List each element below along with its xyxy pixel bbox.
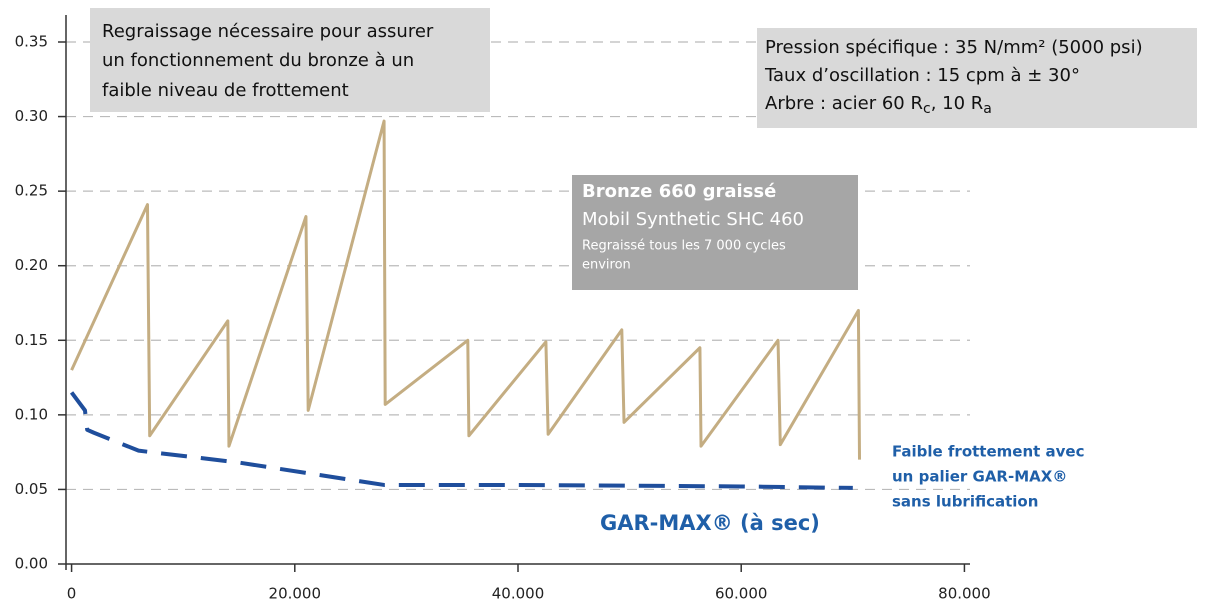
- conditions-box: [757, 28, 1197, 128]
- y-tick-label: 0.15: [15, 331, 48, 349]
- garmax-note: un palier GAR-MAX®: [892, 468, 1067, 486]
- y-tick-label: 0.30: [15, 107, 48, 125]
- garmax-note: sans lubrification: [892, 493, 1038, 511]
- bronze-title: Bronze 660 graissé: [582, 181, 776, 202]
- note-box: [90, 8, 490, 112]
- note-text: un fonctionnement du bronze à un: [102, 50, 414, 71]
- y-tick-label: 0.05: [15, 480, 48, 498]
- shaft-text: Arbre : acier 60 R: [765, 93, 923, 114]
- garmax-note: Faible frottement avec: [892, 443, 1085, 461]
- series-line: [69, 391, 853, 490]
- y-tick-label: 0.35: [15, 33, 48, 51]
- bronze-box: [572, 175, 858, 290]
- bronze-text: Mobil Synthetic SHC 460: [582, 209, 804, 230]
- y-tick-label: 0.10: [15, 405, 48, 423]
- x-tick-label: 0: [67, 585, 77, 603]
- shaft-text: , 10 R: [931, 93, 984, 114]
- shaft-text: Arbre : acier 60 Rc, 10 Ra: [765, 93, 992, 117]
- conditions-text: Taux d’oscillation : 15 cpm à ± 30°: [764, 65, 1080, 86]
- y-tick-label: 0.20: [15, 256, 48, 274]
- x-tick-label: 40.000: [492, 585, 545, 603]
- bronze-text: environ: [582, 258, 631, 273]
- x-tick-label: 60.000: [715, 585, 768, 603]
- series-line: [70, 119, 862, 460]
- shaft-sub: a: [983, 101, 992, 117]
- x-tick-label: 20.000: [269, 585, 322, 603]
- garmax-label: GAR-MAX® (à sec): [600, 511, 820, 535]
- note-text: faible niveau de frottement: [102, 80, 349, 101]
- conditions-text: Pression spécifique : 35 N/mm² (5000 psi…: [765, 37, 1143, 58]
- note-text: Regraissage nécessaire pour assurer: [102, 21, 434, 42]
- y-tick-label: 0.00: [15, 555, 48, 573]
- x-tick-label: 80.000: [938, 585, 991, 603]
- shaft-sub: c: [923, 101, 931, 117]
- y-tick-label: 0.25: [15, 182, 48, 200]
- bronze-text: Regraissé tous les 7 000 cycles: [582, 239, 786, 254]
